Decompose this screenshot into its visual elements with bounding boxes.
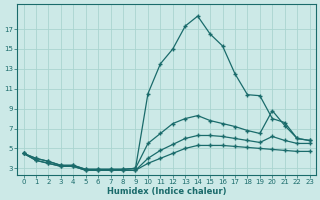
X-axis label: Humidex (Indice chaleur): Humidex (Indice chaleur) xyxy=(107,187,226,196)
